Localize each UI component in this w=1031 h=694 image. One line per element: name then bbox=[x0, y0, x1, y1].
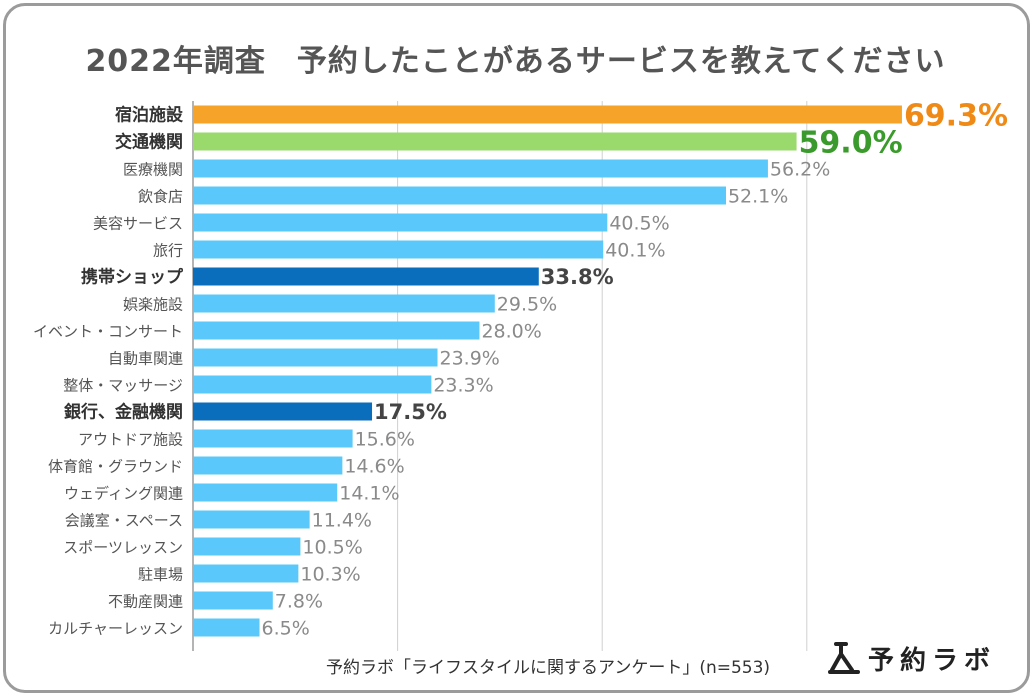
bar bbox=[193, 429, 353, 448]
category-label: イベント・コンサート bbox=[33, 323, 183, 341]
value-label: 33.8% bbox=[541, 265, 614, 289]
category-label: 美容サービス bbox=[93, 215, 183, 233]
bar bbox=[193, 375, 432, 394]
value-label: 10.3% bbox=[300, 563, 360, 585]
bar bbox=[193, 537, 301, 556]
bar bbox=[193, 348, 438, 367]
category-label: 交通機関 bbox=[115, 132, 183, 153]
category-label: 携帯ショップ bbox=[81, 267, 184, 288]
bar bbox=[193, 483, 338, 502]
value-label: 14.6% bbox=[344, 455, 404, 477]
category-label: ウェディング関連 bbox=[64, 485, 183, 503]
category-label: 駐車場 bbox=[138, 566, 183, 584]
bar bbox=[193, 321, 480, 340]
value-label: 40.5% bbox=[609, 212, 669, 234]
bar bbox=[193, 510, 310, 529]
value-label: 28.0% bbox=[481, 320, 541, 342]
value-label: 40.1% bbox=[605, 239, 665, 261]
bar bbox=[193, 564, 299, 583]
category-label: 銀行、金融機関 bbox=[64, 402, 183, 423]
bar bbox=[193, 591, 273, 610]
category-label: 自動車関連 bbox=[108, 350, 183, 368]
bar bbox=[193, 267, 539, 286]
bar bbox=[193, 240, 604, 259]
bar bbox=[193, 294, 495, 313]
value-label: 29.5% bbox=[497, 293, 557, 315]
value-label: 59.0% bbox=[799, 125, 903, 160]
category-label: カルチャーレッスン bbox=[48, 620, 183, 638]
value-label: 23.3% bbox=[433, 374, 493, 396]
value-label: 56.2% bbox=[770, 158, 830, 180]
value-label: 15.6% bbox=[355, 428, 415, 450]
chart-title: 2022年調査 予約したことがあるサービスを教えてください bbox=[85, 44, 946, 79]
value-label: 6.5% bbox=[261, 617, 309, 639]
bar bbox=[193, 213, 608, 232]
bar bbox=[193, 105, 902, 124]
source-note: 予約ラボ「ライフスタイルに関するアンケート」(n=553) bbox=[326, 658, 771, 678]
category-label: 会議室・スペース bbox=[65, 512, 183, 530]
value-label: 11.4% bbox=[312, 509, 372, 531]
category-label: 整体・マッサージ bbox=[63, 377, 183, 395]
bar bbox=[193, 159, 768, 178]
category-label: 飲食店 bbox=[138, 188, 183, 206]
category-label: 体育館・グラウンド bbox=[48, 458, 183, 476]
value-label: 69.3% bbox=[904, 98, 1008, 133]
value-label: 14.1% bbox=[339, 482, 399, 504]
value-label: 52.1% bbox=[728, 185, 788, 207]
category-label: アウトドア施設 bbox=[78, 431, 183, 449]
bar bbox=[193, 132, 797, 151]
brand-logo: 予約ラボ bbox=[826, 640, 996, 676]
category-label: 旅行 bbox=[153, 242, 183, 260]
category-label: 不動産関連 bbox=[108, 593, 183, 611]
category-label: 宿泊施設 bbox=[115, 105, 184, 126]
logo-text: 予約ラボ bbox=[868, 645, 997, 676]
bar bbox=[193, 402, 373, 421]
category-label: スポーツレッスン bbox=[63, 539, 183, 557]
bar bbox=[193, 186, 726, 205]
value-label: 23.9% bbox=[439, 347, 499, 369]
value-label: 7.8% bbox=[275, 590, 323, 612]
category-label: 医療機関 bbox=[123, 161, 183, 179]
category-label: 娯楽施設 bbox=[123, 296, 183, 314]
value-label: 10.5% bbox=[302, 536, 362, 558]
value-label: 17.5% bbox=[374, 400, 447, 424]
bar bbox=[193, 456, 343, 475]
logo-icon bbox=[828, 642, 860, 674]
bar bbox=[193, 618, 260, 637]
